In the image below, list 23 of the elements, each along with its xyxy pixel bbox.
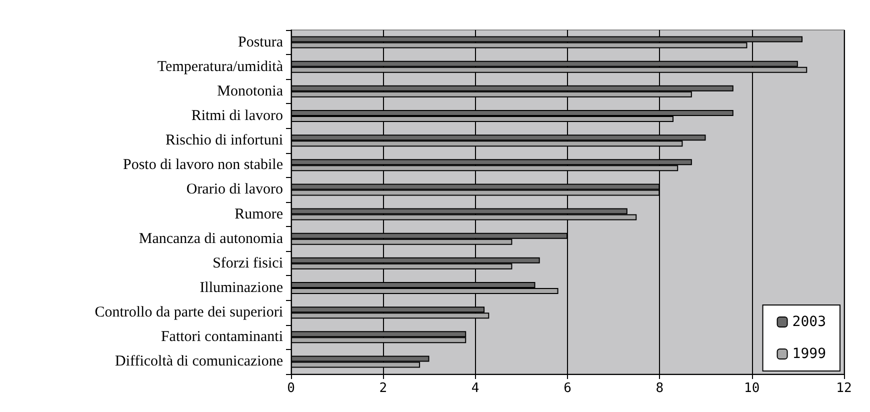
y-tick-label: Ritmi di lavoro (191, 108, 283, 124)
y-tick-label: Temperatura/umidità (157, 58, 284, 75)
y-tick-label: Mancanza di autonomia (138, 230, 284, 247)
legend-label: 2003 (792, 314, 826, 330)
legend-label: 1999 (792, 346, 826, 362)
y-tick-label: Controllo da parte dei superiori (94, 304, 283, 321)
y-tick-label: Difficoltà di comunicazione (115, 354, 284, 370)
x-tick-label: 8 (656, 381, 664, 396)
y-tick-label: Rischio di infortuni (166, 132, 283, 149)
y-tick-label: Illuminazione (200, 280, 284, 296)
y-tick-label: Sforzi fisici (212, 255, 283, 272)
x-tick-label: 6 (564, 381, 572, 396)
y-tick-label: Orario di lavoro (186, 182, 283, 198)
y-tick-label: Rumore (234, 206, 284, 222)
y-tick-label: Fattori contaminanti (160, 329, 283, 346)
x-tick-label: 10 (744, 381, 760, 396)
x-tick-label: 12 (836, 381, 852, 396)
x-tick-label: 0 (287, 381, 295, 396)
x-tick-label: 2 (379, 381, 388, 396)
y-tick-label: Monotonia (217, 83, 284, 100)
y-tick-label: Posto di lavoro non stabile (123, 157, 284, 174)
y-tick-label: Postura (238, 34, 284, 50)
x-tick-label: 4 (471, 381, 480, 396)
